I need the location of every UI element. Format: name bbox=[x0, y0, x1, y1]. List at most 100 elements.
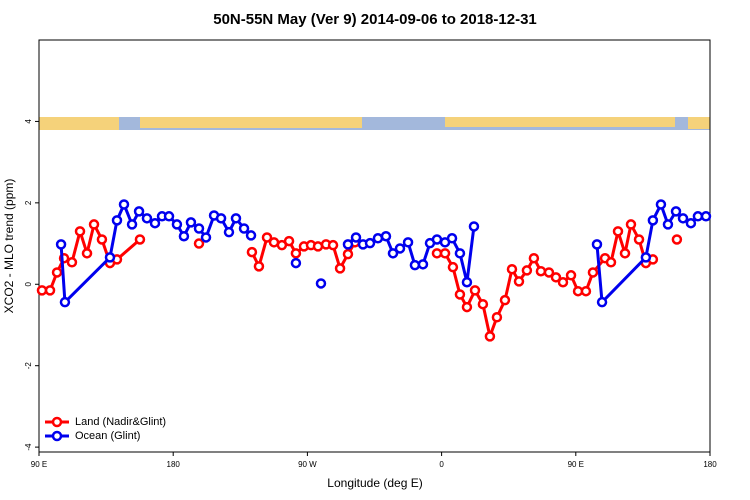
series-marker bbox=[200, 232, 212, 243]
series-marker bbox=[88, 219, 100, 230]
series-marker bbox=[685, 217, 697, 229]
series-marker bbox=[327, 239, 339, 251]
series-marker bbox=[66, 257, 78, 268]
chart-title: 50N-55N May (Ver 9) 2014-09-06 to 2018-1… bbox=[213, 11, 537, 28]
series-marker bbox=[238, 223, 250, 234]
series-marker bbox=[565, 270, 577, 281]
series-marker bbox=[44, 285, 56, 296]
series-marker bbox=[477, 298, 489, 310]
y-tick-label: 4 bbox=[24, 119, 33, 124]
series-marker bbox=[596, 296, 608, 308]
x-tick-label: 90 E bbox=[31, 460, 47, 469]
series-marker bbox=[513, 276, 525, 287]
series-marker bbox=[484, 331, 496, 342]
series-marker bbox=[193, 223, 205, 234]
series-marker bbox=[134, 234, 146, 245]
series-marker bbox=[55, 239, 67, 250]
series-marker bbox=[51, 267, 63, 278]
series-marker bbox=[469, 285, 481, 296]
series-marker bbox=[671, 234, 683, 245]
legend-label: Land (Nadir&Glint) bbox=[75, 416, 166, 428]
series-marker bbox=[290, 257, 302, 269]
series-marker bbox=[334, 263, 346, 274]
series-marker bbox=[543, 267, 555, 278]
series-marker bbox=[587, 267, 599, 278]
series-marker bbox=[133, 206, 145, 217]
series-line bbox=[41, 222, 141, 292]
series-marker bbox=[431, 234, 443, 245]
series-marker bbox=[350, 232, 362, 243]
legend-label: Ocean (Glint) bbox=[75, 430, 140, 442]
series-marker bbox=[96, 234, 108, 245]
series-marker bbox=[454, 248, 466, 259]
series-marker bbox=[185, 217, 197, 228]
series-line bbox=[59, 202, 253, 304]
y-tick-label: 2 bbox=[24, 200, 33, 205]
series-marker bbox=[215, 213, 227, 224]
x-tick-label: 180 bbox=[167, 460, 181, 469]
x-tick-label: 0 bbox=[439, 460, 444, 469]
series-marker bbox=[461, 276, 473, 288]
plot-frame bbox=[38, 39, 711, 453]
series-marker bbox=[454, 289, 466, 300]
series-marker bbox=[557, 276, 569, 288]
series-marker bbox=[580, 285, 592, 297]
series-marker bbox=[499, 294, 511, 306]
series-marker bbox=[670, 206, 682, 217]
series-marker bbox=[612, 226, 624, 237]
x-axis-label: Longitude (deg E) bbox=[327, 476, 422, 490]
series-marker bbox=[535, 265, 547, 277]
x-tick-label: 90 E bbox=[568, 460, 584, 469]
series-marker bbox=[431, 248, 443, 259]
series-marker bbox=[640, 252, 652, 263]
series-marker bbox=[171, 219, 183, 230]
series-marker bbox=[178, 230, 190, 242]
legend-marker bbox=[51, 430, 63, 442]
series-marker bbox=[655, 199, 667, 210]
series-marker bbox=[118, 199, 130, 210]
series-marker bbox=[104, 252, 116, 263]
x-tick-label: 180 bbox=[703, 460, 717, 469]
series-marker bbox=[461, 301, 473, 313]
series-marker bbox=[700, 211, 712, 222]
series-marker bbox=[74, 226, 86, 237]
series-marker bbox=[111, 215, 123, 226]
series-marker bbox=[81, 248, 93, 259]
series-marker bbox=[662, 219, 674, 230]
series-marker bbox=[283, 235, 295, 247]
series-marker bbox=[677, 213, 689, 224]
series-marker bbox=[261, 232, 273, 243]
y-tick-label: 0 bbox=[24, 281, 33, 286]
series-marker bbox=[253, 261, 265, 272]
series-marker bbox=[394, 243, 406, 254]
series-marker bbox=[409, 259, 421, 271]
series-marker bbox=[591, 239, 603, 250]
series-marker bbox=[230, 213, 242, 224]
series-marker bbox=[315, 278, 327, 289]
series-marker bbox=[36, 285, 48, 296]
series-marker bbox=[387, 248, 399, 259]
series-marker bbox=[633, 234, 645, 245]
series-marker bbox=[193, 238, 205, 249]
series-marker bbox=[312, 241, 324, 252]
series-marker bbox=[342, 248, 354, 260]
y-tick-label: -4 bbox=[24, 443, 33, 451]
legend-marker bbox=[51, 416, 63, 428]
series-marker bbox=[364, 237, 376, 249]
series-marker bbox=[550, 272, 562, 283]
series-marker bbox=[141, 213, 153, 224]
series-marker bbox=[605, 257, 617, 268]
series-marker bbox=[126, 219, 138, 230]
x-tick-label: 90 W bbox=[298, 460, 317, 469]
series-marker bbox=[163, 211, 175, 222]
series-marker bbox=[468, 221, 480, 232]
series-marker bbox=[246, 246, 258, 258]
series-marker bbox=[380, 230, 392, 242]
map-strip bbox=[39, 117, 710, 130]
series-marker bbox=[447, 261, 459, 273]
series-marker bbox=[149, 217, 161, 229]
series-marker bbox=[619, 248, 631, 259]
series-marker bbox=[506, 263, 518, 275]
series-marker bbox=[223, 226, 235, 238]
series-marker bbox=[521, 265, 533, 276]
